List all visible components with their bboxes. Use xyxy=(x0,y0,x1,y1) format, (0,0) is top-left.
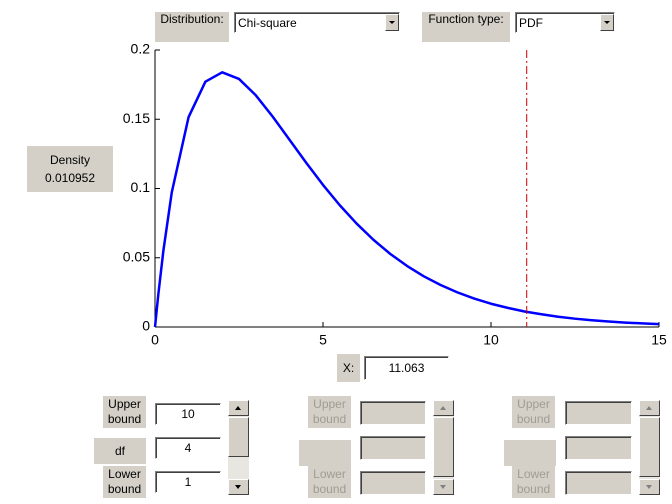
label: Density xyxy=(49,152,90,167)
y-tick-label: 0.1 xyxy=(131,179,151,195)
param-input xyxy=(360,436,426,460)
label: Distribution: xyxy=(155,12,229,42)
dropdown-button[interactable] xyxy=(385,14,399,31)
label: X: xyxy=(337,354,360,382)
dropdown[interactable]: PDF xyxy=(515,12,615,33)
param-input[interactable]: 4 xyxy=(155,437,221,459)
upper-input xyxy=(565,401,632,425)
param-input xyxy=(565,436,632,460)
label: Upper bound xyxy=(512,396,555,428)
arrow-icon xyxy=(646,485,652,489)
slider-down xyxy=(639,479,660,495)
upper-input[interactable]: 10 xyxy=(155,403,221,425)
upper-input xyxy=(360,401,426,425)
label: Function type: xyxy=(422,12,510,42)
slider-up[interactable] xyxy=(228,400,249,416)
slider-down[interactable] xyxy=(228,479,249,495)
arrow-icon xyxy=(604,21,610,24)
label: Lower bound xyxy=(512,466,555,498)
lower-input xyxy=(360,471,426,495)
y-tick-label: 0.15 xyxy=(123,110,150,126)
density-panel: Density 0.010952 xyxy=(27,146,113,192)
x-tick-label: 10 xyxy=(483,332,499,348)
x-tick-label: 5 xyxy=(319,332,327,348)
arrow-icon xyxy=(440,406,446,410)
y-tick-label: 0 xyxy=(142,318,150,334)
slider-thumb xyxy=(433,417,454,477)
dropdown-button[interactable] xyxy=(600,14,614,31)
label: Lower bound xyxy=(308,466,351,498)
lower-input xyxy=(565,471,632,495)
slider xyxy=(433,400,454,495)
label: Upper bound xyxy=(308,396,351,428)
dropdown[interactable]: Chi-square xyxy=(234,12,400,33)
y-tick-label: 0.05 xyxy=(123,248,150,264)
arrow-icon xyxy=(440,485,446,489)
lower-input[interactable]: 1 xyxy=(155,471,221,493)
slider-up xyxy=(639,400,660,416)
x-tick-label: 0 xyxy=(151,332,159,348)
slider-down xyxy=(433,479,454,495)
slider[interactable] xyxy=(228,400,249,495)
label xyxy=(299,440,351,466)
slider-up xyxy=(433,400,454,416)
x-tick-label: 15 xyxy=(651,332,667,348)
y-tick-label: 0.2 xyxy=(131,41,151,57)
arrow-icon xyxy=(646,406,652,410)
x-input[interactable]: 11.063 xyxy=(364,356,449,380)
density-value: 0.010952 xyxy=(44,170,96,185)
arrow-icon xyxy=(235,485,241,489)
arrow-icon xyxy=(235,406,241,410)
label: Lower bound xyxy=(103,466,146,498)
slider-thumb xyxy=(639,417,660,477)
plot: 0 0.05 0.1 0.15 0.2 0 5 10 15 xyxy=(123,41,667,348)
label: df xyxy=(94,438,146,464)
label: Upper bound xyxy=(103,396,146,428)
slider-thumb[interactable] xyxy=(228,417,249,457)
label xyxy=(504,440,556,466)
line xyxy=(153,71,660,328)
slider xyxy=(639,400,660,495)
arrow-icon xyxy=(389,21,395,24)
